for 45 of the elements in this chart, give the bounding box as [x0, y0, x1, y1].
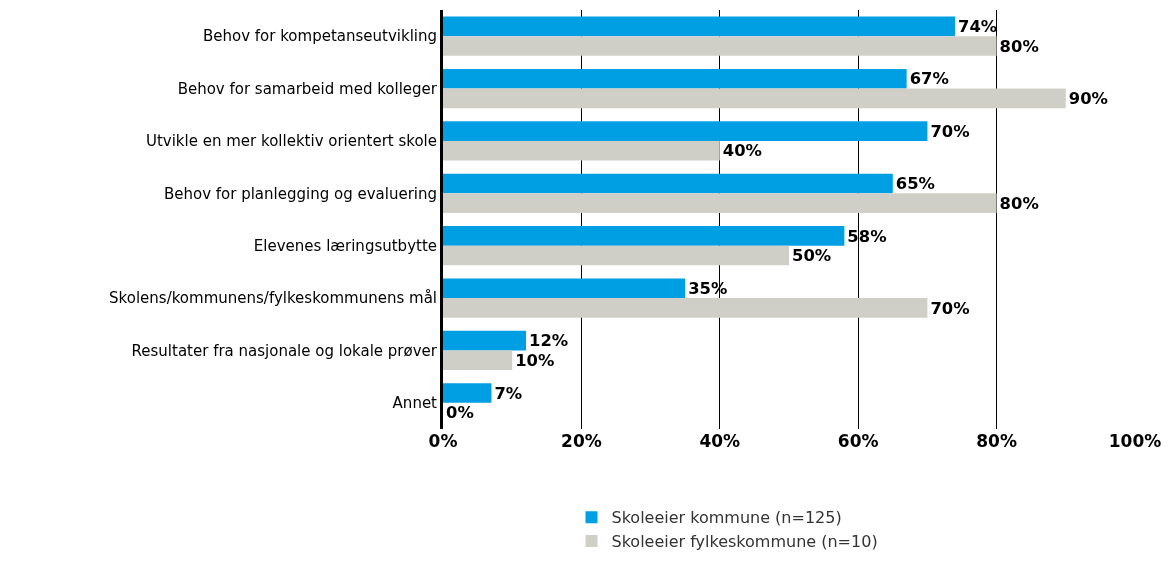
data-label: 40% — [722, 141, 762, 161]
legend-label: Skoleeier kommune (n=125) — [611, 508, 842, 528]
data-label: 10% — [515, 350, 555, 370]
bar — [443, 16, 956, 37]
x-tick-label: 60% — [837, 431, 879, 451]
data-label: 80% — [999, 193, 1039, 213]
data-label: 80% — [999, 36, 1039, 56]
y-tick-label: Behov for samarbeid med kolleger — [177, 79, 438, 98]
y-tick-label: Resultater fra nasjonale og lokale prøver — [131, 341, 438, 360]
data-label: 50% — [792, 246, 832, 266]
y-tick-label: Skolens/kommunens/fylkeskommunens mål — [109, 289, 437, 308]
bar — [443, 121, 928, 141]
legend-label: Skoleeier fylkeskommune (n=10) — [611, 532, 878, 552]
y-tick-label: Behov for planlegging og evaluering — [163, 184, 437, 203]
y-tick-label: Utvikle en mer kollektiv orientert skole — [145, 132, 437, 151]
bar — [443, 330, 527, 351]
data-label: 12% — [529, 331, 569, 351]
data-label: 70% — [930, 298, 970, 318]
data-label: 0% — [446, 403, 474, 423]
data-label: 65% — [895, 174, 935, 194]
bar — [443, 140, 720, 161]
data-label: 70% — [930, 121, 970, 141]
bar — [443, 88, 1066, 109]
x-tick-label: 80% — [976, 431, 1017, 451]
data-label: 7% — [494, 383, 523, 403]
data-label: 74% — [958, 17, 998, 37]
x-tick-label: 20% — [561, 431, 602, 451]
bar — [443, 193, 997, 213]
x-tick-label: 0% — [428, 431, 458, 451]
bar — [443, 36, 997, 56]
bar — [443, 173, 893, 194]
y-tick-label: Annet — [392, 394, 438, 413]
x-tick-label: 100% — [1108, 431, 1162, 451]
bar — [443, 383, 492, 403]
bar — [443, 350, 513, 371]
bar — [443, 226, 845, 246]
bar — [443, 298, 928, 318]
bar — [443, 68, 907, 89]
y-tick-label: Elevenes læringsutbytte — [253, 236, 437, 255]
y-tick-label: Behov for kompetanseutvikling — [202, 27, 437, 46]
bar — [443, 245, 789, 266]
bar — [443, 278, 686, 299]
data-label: 90% — [1068, 89, 1108, 109]
data-label: 67% — [909, 69, 949, 89]
x-tick-label: 40% — [699, 431, 741, 451]
